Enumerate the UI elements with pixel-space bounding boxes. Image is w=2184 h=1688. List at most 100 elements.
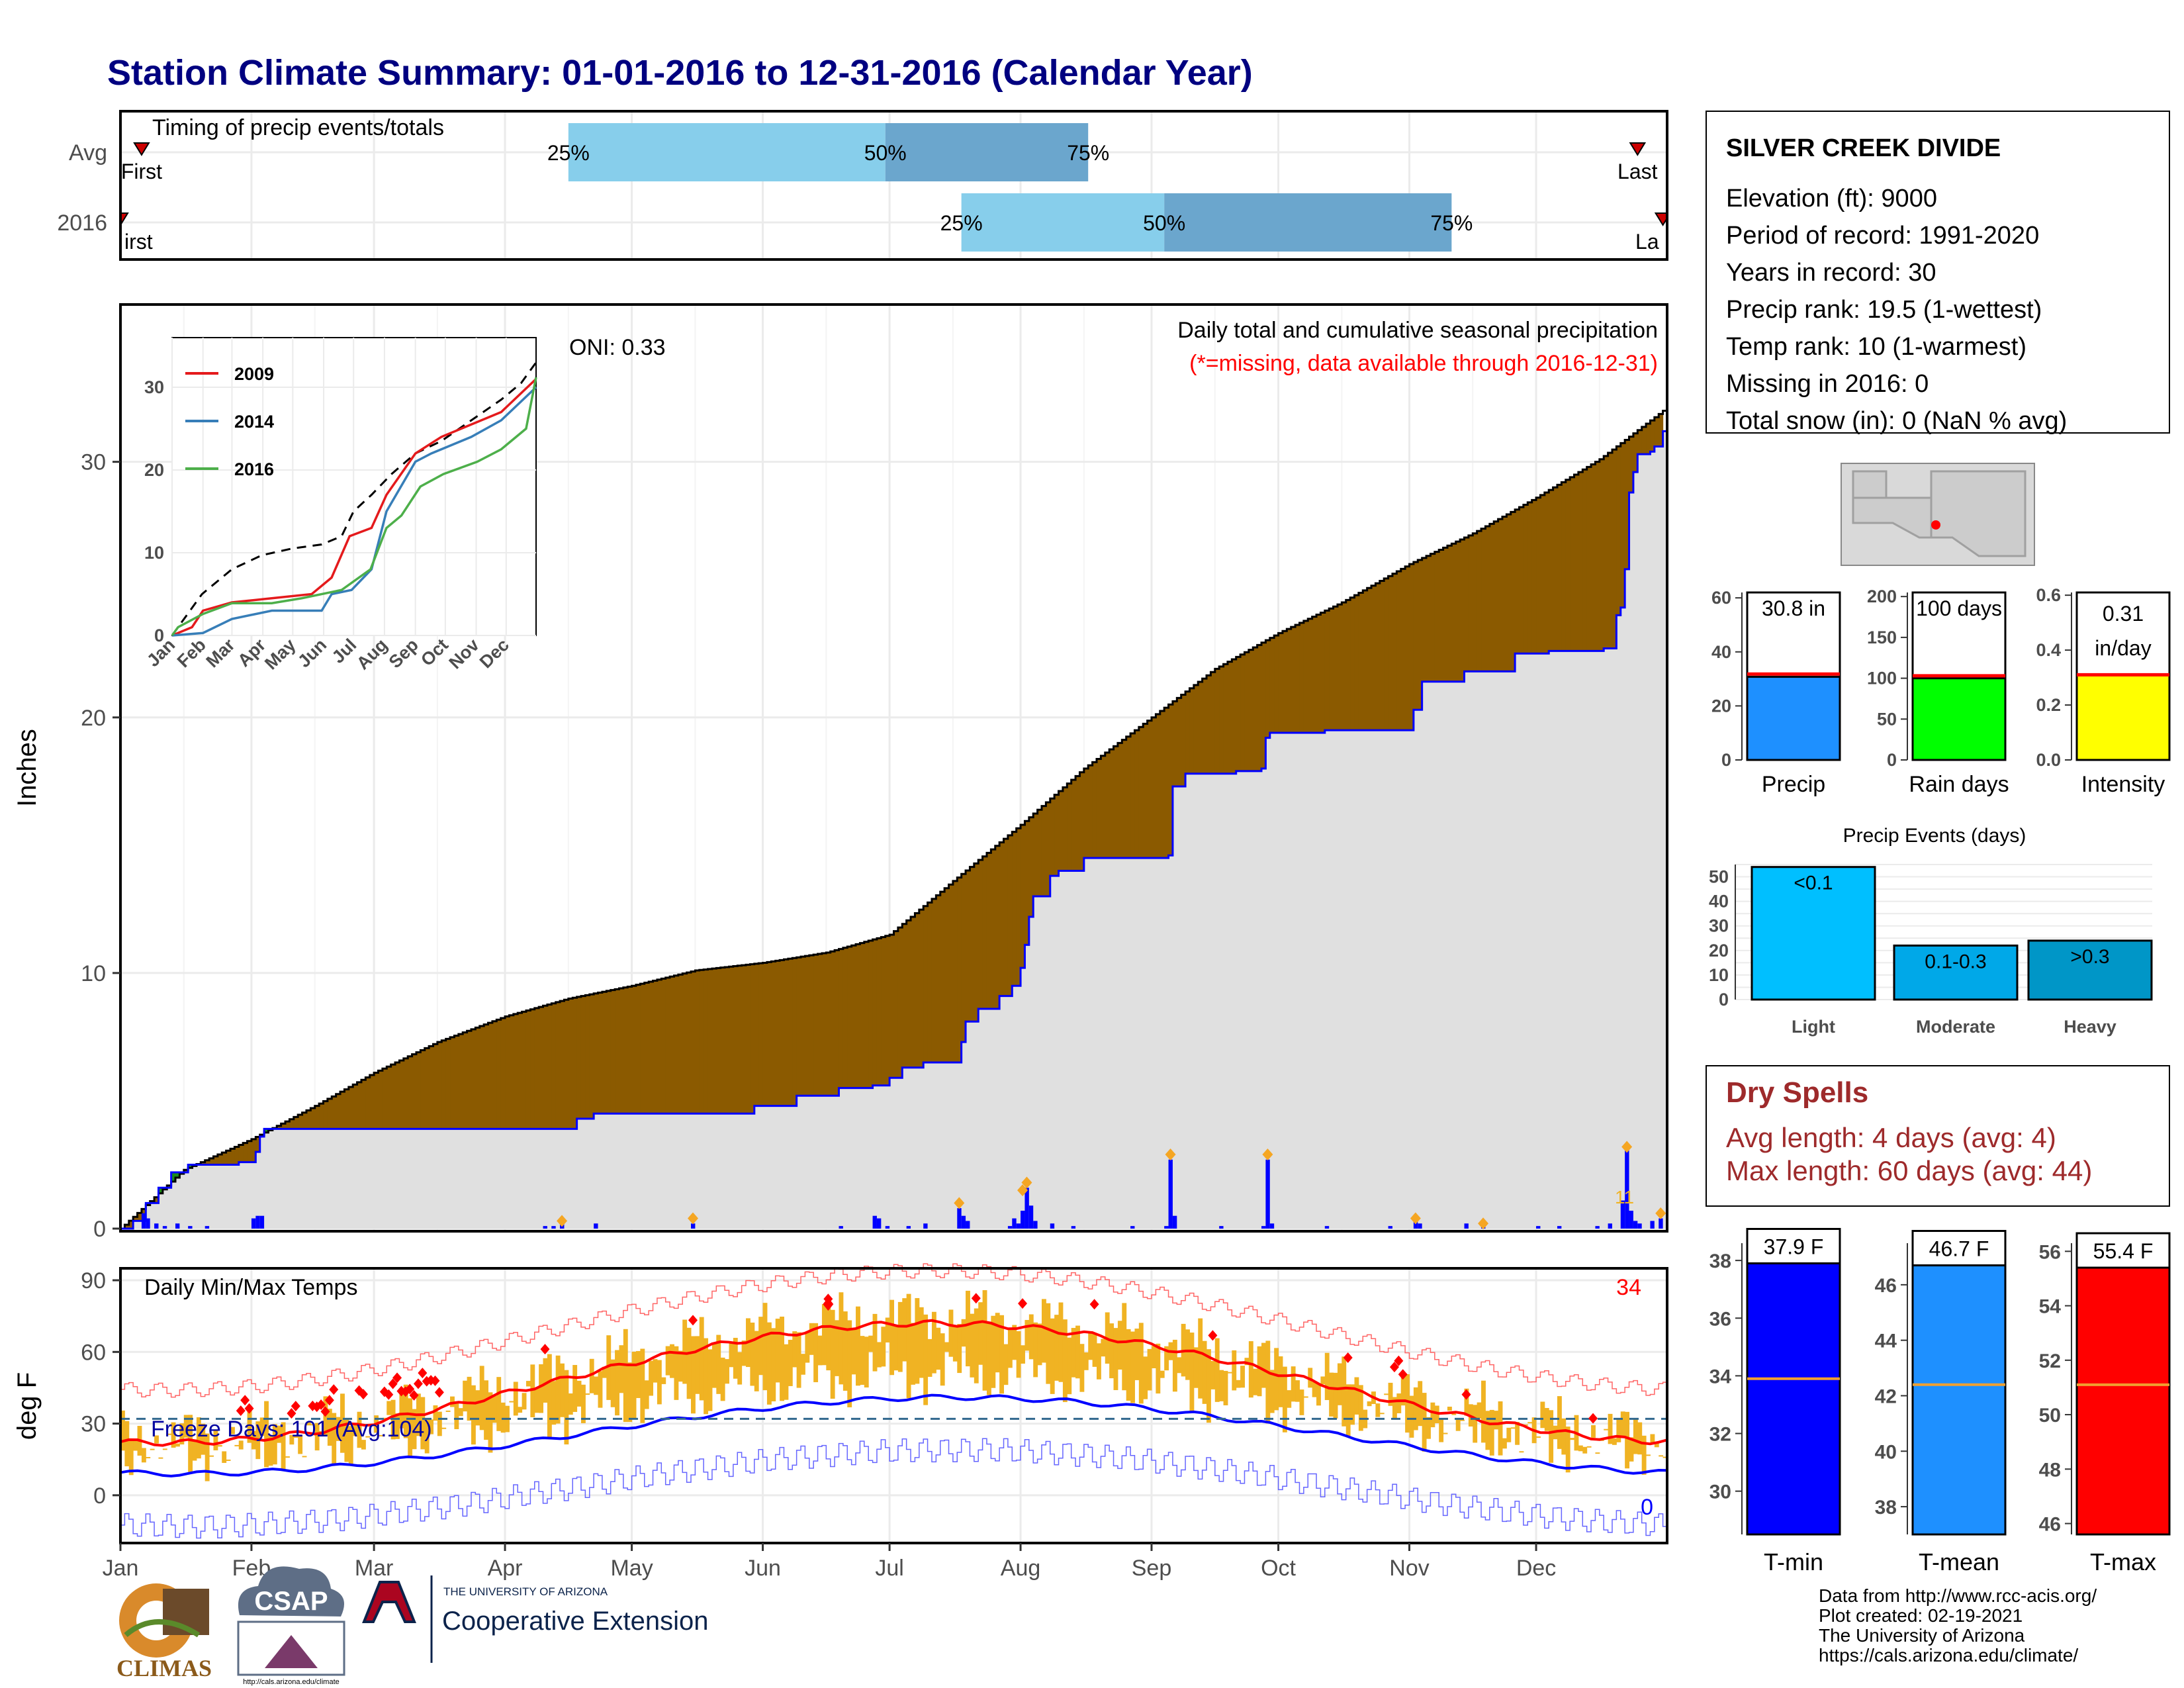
last-event-label: La [1635,230,1659,254]
below-average-fill [365,1077,371,1129]
events-plot: 0 10 20 30 40 50 <0.1 Light 0.1-0.3 Moderate >0.3 H… [1709,864,2153,1037]
daily-precip-bar [1388,1226,1392,1229]
daily-temp-bar [357,1411,362,1448]
month-label: Sep [1132,1556,1172,1581]
daily-precip-bar [1418,1223,1422,1229]
below-average-fill [860,943,865,1088]
temp-summary-ytick-label: 42 [1875,1385,1897,1407]
cold-count: 0 [1641,1495,1653,1520]
daily-precip-bar [1012,1218,1017,1229]
below-average-fill [839,949,844,1088]
daily-temp-bar [1214,1338,1220,1402]
dry-spells-box: Dry Spells Avg length: 4 days (avg: 4) M… [1706,1065,2170,1207]
below-average-fill [1523,504,1528,654]
below-average-fill [222,1152,227,1165]
below-average-fill [1117,743,1122,859]
daily-temp-bar [298,1435,303,1454]
daily-temp-bar [332,1413,337,1466]
daily-temp-bar [1329,1372,1334,1417]
daily-precip-bar [188,1226,193,1229]
daily-temp-bar [1578,1445,1583,1452]
below-average-fill [585,995,590,1119]
precip-event-marker [1262,1149,1273,1161]
ua-small-text: THE UNIVERSITY OF ARIZONA [443,1585,608,1598]
below-average-fill [1430,553,1435,682]
record-high-marker [358,1389,368,1400]
below-average-fill [640,984,645,1114]
below-average-fill [1147,720,1152,859]
below-average-fill [332,1096,337,1129]
below-average-fill [1367,588,1372,731]
daily-temp-bar [518,1407,523,1413]
daily-temp-bar [1253,1368,1258,1395]
below-average-fill [1612,449,1617,649]
daily-temp-bar [1650,1434,1655,1443]
daily-temp-bar [1422,1393,1427,1452]
daily-temp-bar [940,1333,945,1386]
daily-temp-bar [1257,1346,1262,1397]
daily-temp-bar [948,1309,954,1357]
summary-bar-frame [1746,591,1841,678]
below-average-fill [615,989,620,1114]
daily-temp-bar [1198,1318,1203,1399]
below-average-fill [1426,555,1432,682]
record-high-marker [236,1405,246,1417]
below-average-fill [1515,509,1520,654]
daily-temp-bar [1160,1370,1165,1378]
below-average-fill [1138,727,1144,859]
daily-temp-bar [277,1425,282,1443]
daily-temp-bar [758,1317,764,1376]
daily-temp-bar [704,1338,709,1415]
daily-temp-bar [1473,1405,1478,1443]
temp-summary-bar [1746,1262,1841,1536]
below-average-fill [691,971,696,1114]
daily-temp-bar [560,1363,565,1417]
station-name: SILVER CREEK DIVIDE [1726,134,2001,162]
below-average-fill [1028,817,1034,917]
below-average-fill [340,1092,345,1129]
daily-temp-bar [944,1342,950,1352]
below-average-fill [369,1075,375,1129]
below-average-fill [1650,420,1655,452]
daily-temp-bar [1375,1403,1381,1417]
daily-temp-bar [851,1329,856,1375]
below-average-fill [1236,657,1241,771]
daily-temp-bar [1012,1325,1017,1360]
daily-temp-bar [868,1335,874,1352]
summary-ytick-label: 0 [1887,750,1897,770]
below-average-fill [534,1008,539,1129]
daily-temp-bar [1502,1438,1507,1449]
below-average-fill [881,937,886,1086]
record-high-marker [392,1372,402,1383]
daily-temp-bar [1299,1389,1304,1415]
daily-temp-bar [1515,1421,1520,1445]
below-average-fill [1384,578,1389,731]
daily-temp-bar [1291,1366,1296,1402]
summary-bar [1746,675,1841,761]
daily-temp-bar [602,1366,607,1378]
precip-event-marker [1017,1184,1028,1197]
daily-temp-bar [463,1380,468,1412]
precip-yticks: 0 10 20 30 [81,450,120,1242]
below-average-fill [1021,824,1026,968]
daily-temp-bar [1062,1319,1068,1403]
below-average-fill [348,1086,353,1129]
summary-ytick-label: 0.0 [2036,750,2061,770]
events-bar [2027,939,2153,1001]
daily-precip-bar [1033,1221,1038,1229]
daily-temp-bar [467,1376,472,1421]
below-average-fill [1083,769,1089,859]
below-average-fill [513,1013,518,1129]
below-average-fill [686,972,692,1114]
below-average-fill [1451,543,1457,682]
daily-precip-bar [146,1218,150,1229]
below-average-fill [1134,730,1140,859]
daily-temp-bar [826,1305,831,1371]
below-average-fill [1058,790,1064,871]
daily-temp-bar [911,1323,915,1385]
month-label: Mar [355,1556,394,1581]
below-average-fill [957,877,962,1063]
below-average-fill [1633,433,1638,473]
below-average-fill [936,895,941,1063]
daily-temp-bar [1152,1346,1156,1368]
